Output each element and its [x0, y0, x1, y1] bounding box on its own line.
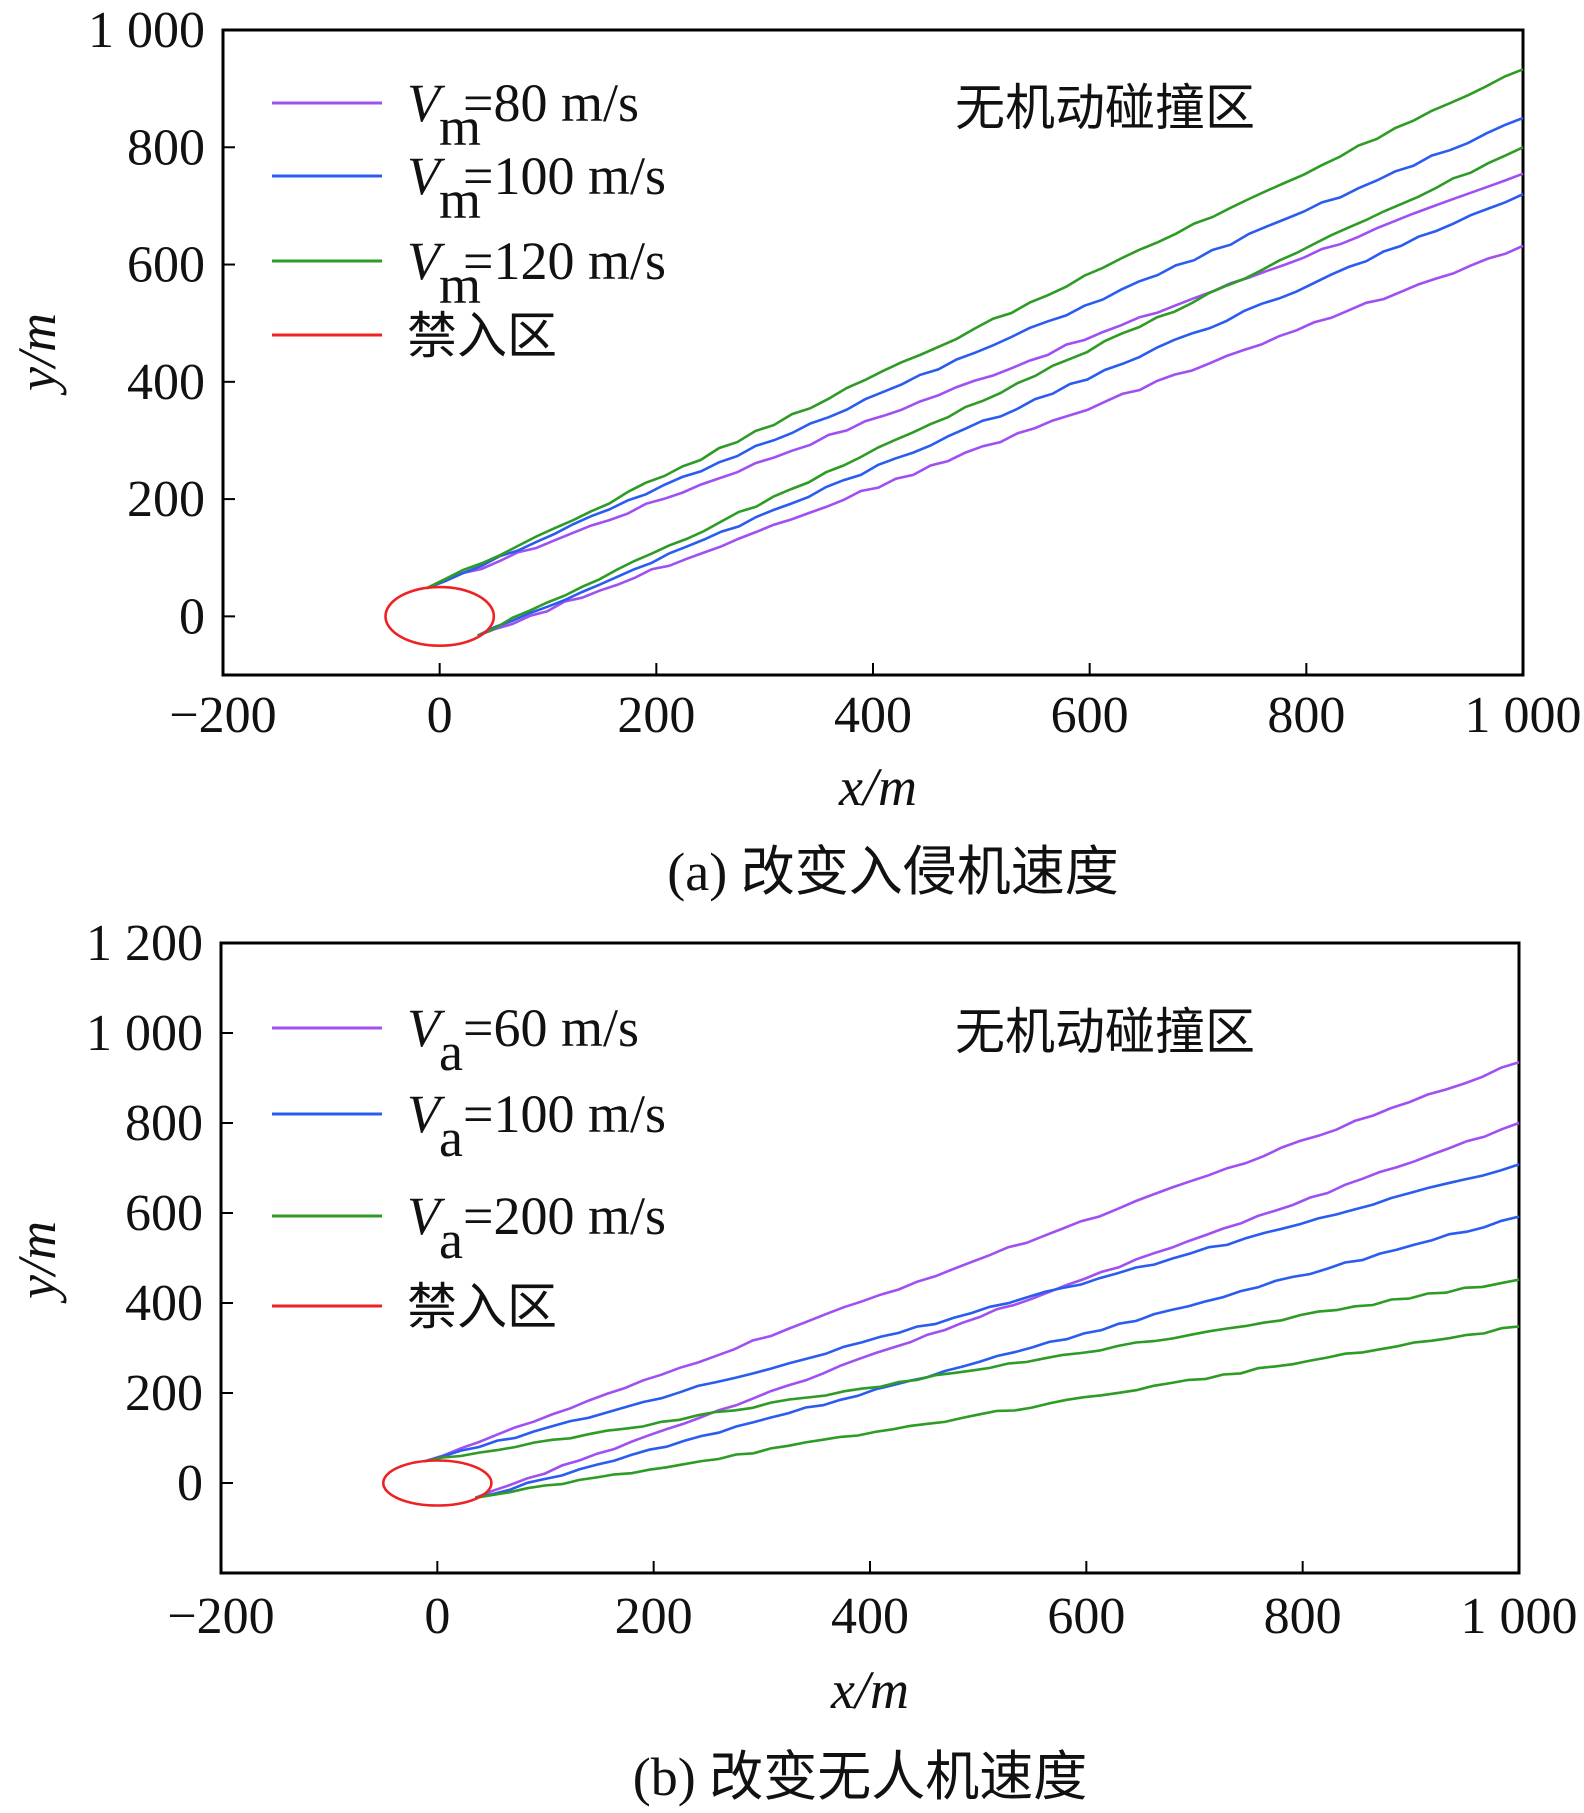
x-tick-label: 1 000	[1461, 1588, 1578, 1645]
x-tick-label: 800	[1267, 687, 1345, 744]
x-tick-label: 400	[834, 687, 912, 744]
no-entry-zone	[384, 585, 496, 647]
legend-label: 禁入区	[407, 1278, 557, 1336]
legend-label: V	[407, 998, 446, 1058]
y-axis-label: y/m	[7, 313, 67, 396]
legend-subscript: m	[439, 255, 481, 315]
x-tick-label: 600	[1047, 1588, 1125, 1645]
y-tick-label: 400	[125, 1275, 203, 1332]
legend-label: V	[407, 1084, 446, 1144]
y-tick-label: 1 000	[86, 1005, 203, 1062]
x-tick-label: 0	[424, 1588, 450, 1645]
series-line	[477, 244, 1524, 637]
x-tick-label: 1 000	[1465, 687, 1582, 744]
y-tick-label: 1 200	[86, 915, 203, 972]
legend-value: =80 m/s	[463, 73, 639, 133]
legend-subscript: a	[439, 1108, 463, 1168]
x-tick-label: −200	[169, 687, 276, 744]
y-tick-label: 200	[127, 471, 205, 528]
series-line	[477, 193, 1524, 637]
series-line	[474, 1325, 1520, 1500]
legend-label: V	[407, 231, 446, 291]
y-axis-label: y/m	[7, 1221, 67, 1304]
series-line	[424, 1061, 1520, 1463]
y-tick-label: 200	[125, 1365, 203, 1422]
legend-subscript: a	[439, 1210, 463, 1270]
legend-label: 禁入区	[407, 307, 557, 365]
series-line	[474, 1215, 1520, 1500]
legend-value: =60 m/s	[463, 998, 639, 1058]
x-tick-label: 600	[1051, 687, 1129, 744]
caption: (b) 改变无人机速度	[633, 1747, 1087, 1807]
y-tick-label: 0	[177, 1455, 203, 1512]
y-tick-label: 800	[125, 1095, 203, 1152]
series-line	[426, 68, 1524, 590]
legend-subscript: a	[439, 1022, 463, 1082]
series-line	[474, 1121, 1520, 1500]
no-entry-zone	[381, 1459, 493, 1507]
series-line	[477, 146, 1524, 637]
legend-value: =100 m/s	[463, 1084, 666, 1144]
annotation-text: 无机动碰撞区	[955, 79, 1255, 137]
legend-label: V	[407, 1186, 446, 1246]
legend-subscript: m	[439, 170, 481, 230]
caption: (a) 改变入侵机速度	[667, 842, 1118, 902]
y-tick-label: 800	[127, 119, 205, 176]
legend-label: V	[407, 146, 446, 206]
series-line	[426, 172, 1524, 590]
x-tick-label: −200	[167, 1588, 274, 1645]
x-tick-label: 0	[427, 687, 453, 744]
series-line	[424, 1278, 1520, 1463]
series-line	[424, 1163, 1520, 1463]
x-tick-label: 800	[1264, 1588, 1342, 1645]
y-tick-label: 600	[127, 237, 205, 294]
x-axis-label: x/m	[838, 757, 917, 817]
legend-value: =200 m/s	[463, 1186, 666, 1246]
x-tick-label: 200	[615, 1588, 693, 1645]
chart-panel-a: −200 0 200 400 600 800 1 000 0 200 400 600 800 1 000…	[7, 2, 1582, 902]
y-tick-label: 1 000	[88, 2, 205, 59]
series-line	[426, 116, 1524, 590]
x-axis-label: x/m	[830, 1660, 909, 1720]
legend-subscript: m	[439, 97, 481, 157]
y-tick-label: 400	[127, 354, 205, 411]
legend-label: V	[407, 73, 446, 133]
chart-panel-b: −200 0 200 400 600 800 1 000 0 200 400 600 800 1 000…	[7, 915, 1578, 1807]
y-tick-label: 600	[125, 1185, 203, 1242]
x-tick-label: 200	[617, 687, 695, 744]
legend-value: =120 m/s	[463, 231, 666, 291]
annotation-text: 无机动碰撞区	[955, 1003, 1255, 1061]
x-tick-label: 400	[831, 1588, 909, 1645]
y-tick-label: 0	[179, 588, 205, 645]
legend-value: =100 m/s	[463, 146, 666, 206]
